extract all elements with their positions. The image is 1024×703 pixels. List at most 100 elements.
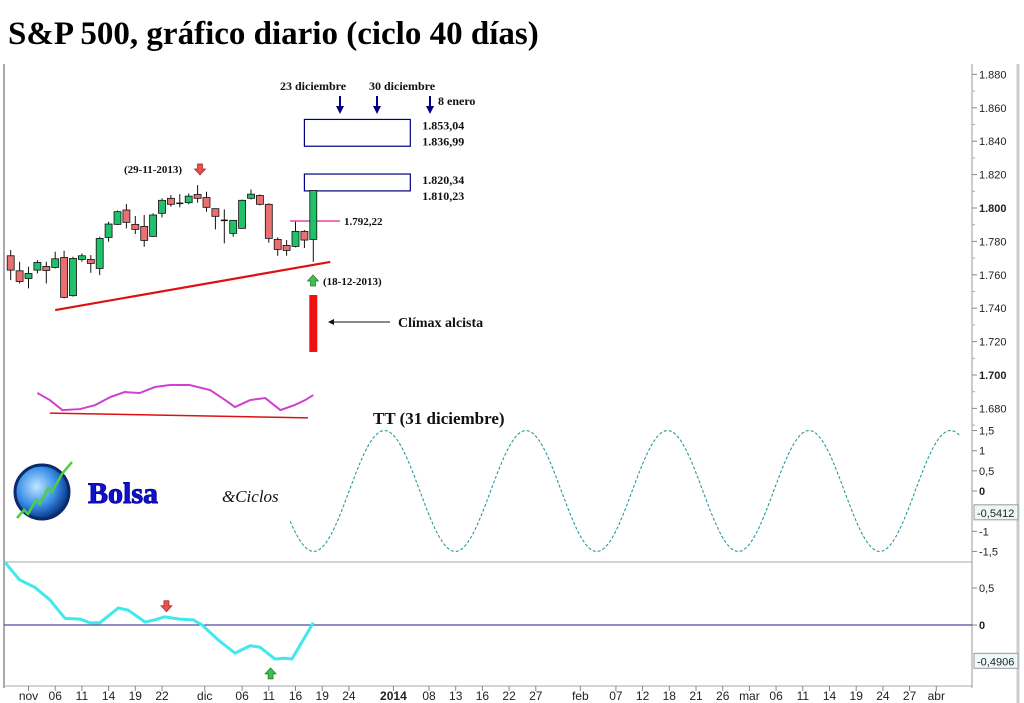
x-tick-label: 07 <box>609 689 623 703</box>
x-tick-label: 26 <box>716 689 730 703</box>
candle-bullish <box>69 258 77 297</box>
y-tick-label: 1.820 <box>979 170 1007 182</box>
target-box-label: 1.820,34 <box>422 173 464 187</box>
x-tick-label: 19 <box>316 689 330 703</box>
arrow-down-icon <box>426 106 434 114</box>
x-tick-label: 19 <box>850 689 864 703</box>
x-tick-label: 11 <box>263 689 276 703</box>
cycle-y-tick-label: 0 <box>979 486 985 498</box>
candle-bullish <box>51 258 60 268</box>
x-tick-label: 24 <box>876 689 890 703</box>
candle-bullish <box>229 219 238 234</box>
x-tick-label: abr <box>928 689 945 703</box>
x-tick-label: 11 <box>76 689 89 703</box>
cycle-y-tick-label: 1,5 <box>979 426 994 438</box>
logo-suffix: &Ciclos <box>222 487 279 506</box>
candle-bearish <box>193 194 202 199</box>
osc-last-value-box <box>973 652 1019 669</box>
arrow-down-icon <box>336 106 344 114</box>
cycle-y-tick-label: -1 <box>979 526 989 538</box>
x-tick-label: 11 <box>797 689 810 703</box>
candle-bullish <box>113 211 122 225</box>
osc-y-tick-label: 0,5 <box>979 583 994 595</box>
candle-bearish <box>131 223 140 230</box>
x-tick-label: 19 <box>129 689 143 703</box>
candle-bullish <box>291 230 300 247</box>
trendline <box>55 260 331 312</box>
x-tick-label: 21 <box>689 689 703 703</box>
x-tick-label: 08 <box>422 689 436 703</box>
x-tick-label: 24 <box>342 689 356 703</box>
candle-bearish <box>264 203 273 239</box>
green-arrow-up-icon <box>264 667 277 680</box>
x-tick-label: 22 <box>502 689 516 703</box>
y-tick-label: 1.880 <box>979 69 1007 81</box>
x-tick-label: 16 <box>289 689 303 703</box>
cycle-y-tick-label: 0,5 <box>979 466 994 478</box>
x-tick-label: 18 <box>663 689 677 703</box>
y-tick-label: 1.860 <box>979 103 1007 115</box>
pivot-label: 1.792,22 <box>344 216 383 228</box>
candle-bearish <box>211 208 220 217</box>
y-tick-label: 1.760 <box>979 270 1007 282</box>
climax-label: Clímax alcista <box>398 316 483 331</box>
candle-bearish <box>60 257 68 298</box>
x-tick-label: 27 <box>903 689 917 703</box>
x-tick-label: 12 <box>636 689 650 703</box>
climax-bar <box>309 295 318 352</box>
arrow-left-icon <box>328 319 334 325</box>
target-box-label: 1.853,04 <box>422 118 464 132</box>
top-date-label: (29-11-2013) <box>124 164 182 176</box>
candle-bearish <box>86 259 95 264</box>
candle-bullish <box>158 199 166 214</box>
x-tick-label: 06 <box>49 689 63 703</box>
x-tick-label: 2014 <box>380 689 407 703</box>
x-tick-label: 22 <box>155 689 169 703</box>
target-box-label: 1.836,99 <box>422 134 464 148</box>
candle-bullish <box>184 195 193 204</box>
y-tick-label: 1.720 <box>979 337 1007 349</box>
x-tick-label: 06 <box>769 689 783 703</box>
x-tick-label: 14 <box>102 689 116 703</box>
cycle-last-value: -0,5412 <box>977 508 1014 520</box>
x-tick-label: 27 <box>529 689 543 703</box>
candle-bullish <box>309 190 318 240</box>
oscillator-line <box>4 561 315 661</box>
logo: Bolsa &Ciclos <box>13 461 279 521</box>
candle-bullish <box>149 214 158 237</box>
arrow-down-icon <box>373 106 381 114</box>
magenta-oscillator-line <box>36 384 314 412</box>
target-box <box>303 173 411 192</box>
logo-text: Bolsa <box>88 477 158 510</box>
x-tick-label: 06 <box>235 689 249 703</box>
candle-bullish <box>78 255 86 260</box>
candle-bullish <box>24 273 33 279</box>
date-label-30dic: 30 diciembre <box>369 79 436 93</box>
low-date-label: (18-12-2013) <box>323 276 382 288</box>
candle-bullish <box>247 193 255 199</box>
x-tick-label: 13 <box>449 689 463 703</box>
globe-icon <box>13 463 71 521</box>
candle-bearish <box>140 225 149 241</box>
candle-bullish <box>104 223 113 238</box>
candle-bearish <box>282 245 291 251</box>
candle-bullish <box>238 199 247 229</box>
target-box-label: 1.810,23 <box>422 189 464 203</box>
candle-bearish <box>15 270 24 282</box>
date-label-23dic: 23 diciembre <box>280 79 347 93</box>
y-tick-label: 1.700 <box>979 370 1007 382</box>
candle-bearish <box>122 209 131 223</box>
y-tick-label: 1.740 <box>979 303 1007 315</box>
cycle-sine-line <box>289 430 960 552</box>
x-tick-label: dic <box>197 689 212 703</box>
magenta-support-line <box>49 412 308 419</box>
candle-bearish <box>6 255 15 271</box>
y-tick-label: 1.800 <box>979 203 1007 215</box>
target-box <box>303 118 411 147</box>
candle-bearish <box>202 197 211 208</box>
y-tick-label: 1.780 <box>979 236 1007 248</box>
candle-bullish <box>33 262 42 271</box>
green-arrow-up-icon <box>306 274 320 287</box>
cycle-title: TT (31 diciembre) <box>373 409 505 428</box>
